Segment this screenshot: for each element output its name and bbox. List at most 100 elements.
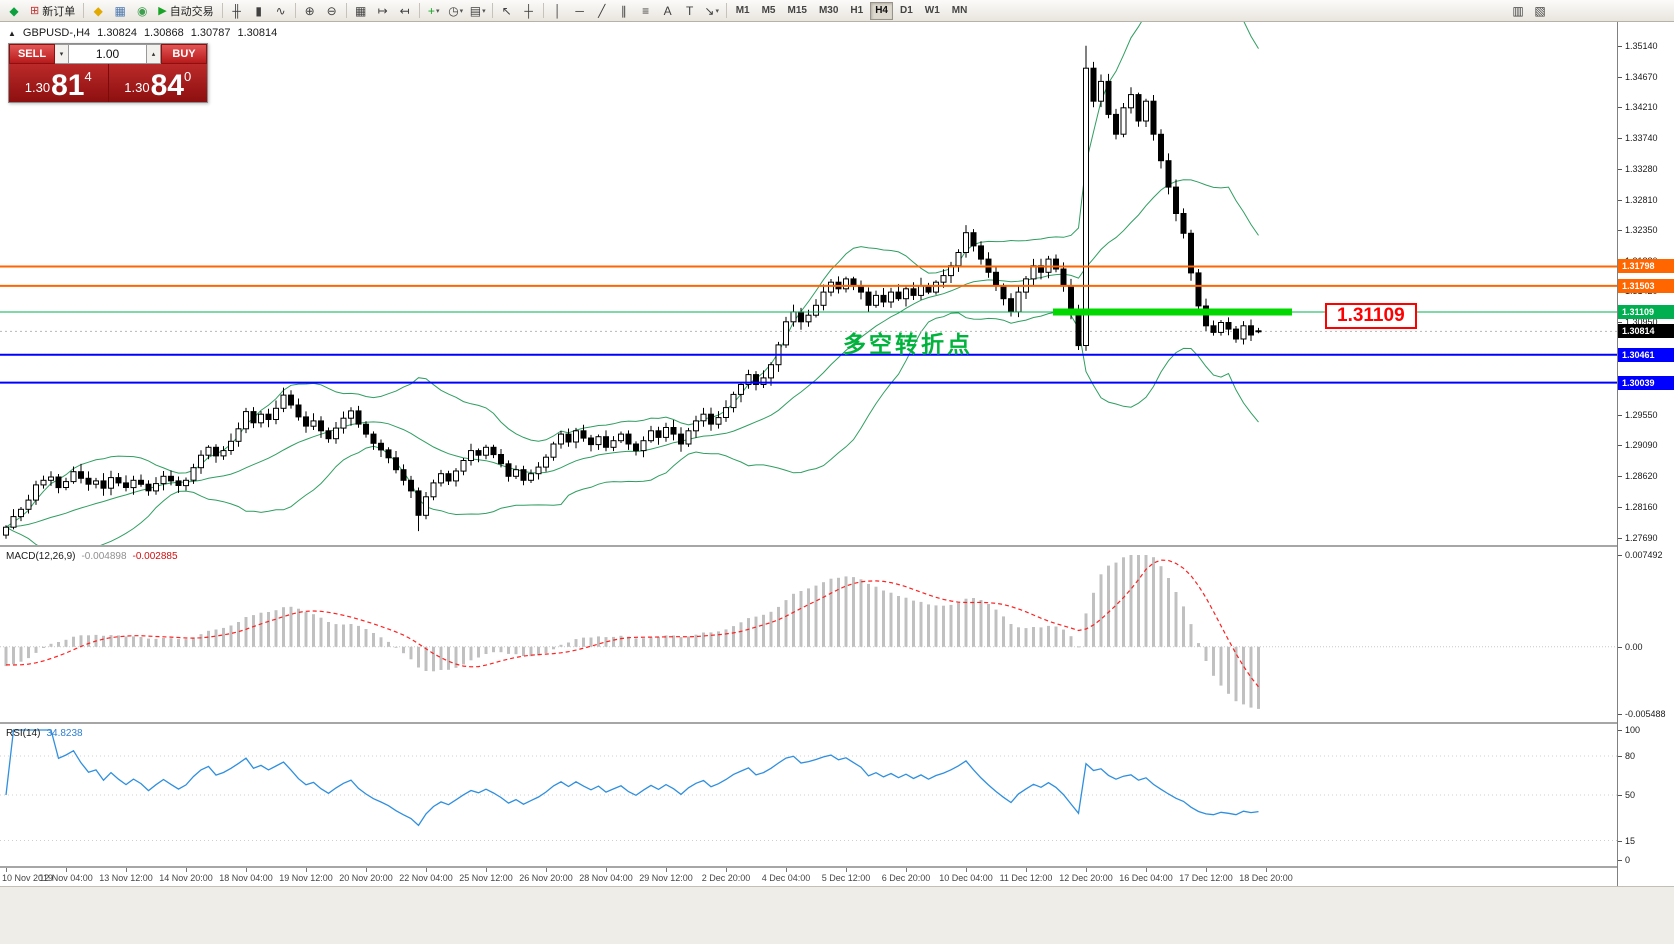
lot-size-input[interactable]: [69, 44, 147, 64]
autotrading-button[interactable]: ▶ 自动交易: [153, 2, 218, 20]
buy-price-big: 84: [150, 69, 184, 102]
periods-dropdown-caret[interactable]: ▾: [459, 7, 464, 15]
auto-scroll-icon[interactable]: ↦: [377, 3, 388, 18]
time-tick: [666, 868, 667, 872]
scale-tick: [1618, 200, 1622, 201]
lot-decrease-button[interactable]: ▾: [55, 44, 69, 64]
time-tick: [606, 868, 607, 872]
time-tick: [426, 868, 427, 872]
templates-icon[interactable]: ▤ ▾: [469, 3, 486, 18]
scale-tick: [1618, 445, 1622, 446]
trendline-tool-icon[interactable]: ╱: [598, 3, 606, 18]
crosshair-icon[interactable]: ┼: [524, 3, 533, 18]
buy-button[interactable]: BUY: [161, 44, 207, 64]
buy-price-display[interactable]: 1.30 84 0: [107, 64, 207, 102]
metaeditor-icon[interactable]: ◆: [93, 3, 103, 18]
time-tick: [246, 868, 247, 872]
timeframe-d1[interactable]: D1: [900, 4, 913, 16]
time-axis[interactable]: 10 Nov 2019 12 Nov 04:00 13 Nov 12:00 14 No…: [0, 868, 1617, 886]
time-tick: [1146, 868, 1147, 872]
toolbar-separator: [294, 3, 296, 18]
templates-dropdown-caret[interactable]: ▾: [482, 7, 486, 15]
rsi-indicator-chart[interactable]: [0, 724, 1617, 866]
equidistant-channel-tool-icon[interactable]: ∥: [620, 3, 627, 18]
scale-tick: [1618, 841, 1622, 842]
indicators-add-dropdown-caret[interactable]: ▾: [435, 7, 440, 15]
ohlc-readout: ▲ GBPUSD-,H4 1.30824 1.30868 1.30787 1.3…: [8, 27, 277, 39]
timeframe-mn[interactable]: MN: [951, 4, 968, 16]
line-chart-icon[interactable]: ∿: [275, 3, 286, 18]
scale-tick: [1618, 415, 1622, 416]
ohlc-bars-chart-icon[interactable]: ╫: [232, 3, 241, 18]
new-order-button[interactable]: ⊞ 新订单: [25, 2, 80, 20]
zoom-out-icon[interactable]: ⊖: [326, 3, 337, 18]
time-axis-label: 2 Dec 20:00: [701, 873, 751, 883]
price-level-badge-1.31503: 1.31503: [1618, 279, 1674, 293]
bollinger-middle-band[interactable]: [5, 179, 1259, 528]
arrow-objects-icon[interactable]: ↘ ▾: [704, 3, 719, 18]
timeframe-h1[interactable]: H1: [850, 4, 864, 16]
arrow-objects-dropdown-caret[interactable]: ▾: [715, 7, 719, 15]
price-axis-label: 1.29090: [1625, 440, 1658, 450]
support-level-callout[interactable]: 1.31109: [1325, 303, 1417, 329]
time-axis-label: 20 Nov 20:00: [339, 873, 393, 883]
text-tool-icon[interactable]: A: [663, 3, 672, 18]
time-axis-label: 10 Dec 04:00: [939, 873, 993, 883]
price-axis-label: 1.35140: [1625, 41, 1658, 51]
candlestick-chart-icon[interactable]: ▮: [255, 3, 262, 18]
time-tick: [546, 868, 547, 872]
timeframe-m5[interactable]: M5: [761, 4, 776, 16]
main-price-chart[interactable]: [0, 22, 1617, 545]
price-scale[interactable]: 1.35140 1.34670 1.34210 1.33740 1.33280 1.328…: [1617, 22, 1674, 886]
lot-increase-button[interactable]: ▴: [147, 44, 161, 64]
app-logo-icon[interactable]: ◆: [9, 3, 19, 18]
sell-button[interactable]: SELL: [9, 44, 55, 64]
scale-tick: [1618, 138, 1622, 139]
one-click-toggle-icon[interactable]: ▲: [8, 28, 16, 38]
support-highlight-bar[interactable]: [1053, 308, 1292, 316]
panel-separator[interactable]: [0, 722, 1674, 724]
time-tick: [366, 868, 367, 872]
chart-annotation-text[interactable]: 多空转折点: [843, 331, 973, 357]
horizontal-line-tool-icon[interactable]: ─: [575, 3, 584, 18]
price-level-badge-1.30814: 1.30814: [1618, 324, 1674, 338]
price-axis-label: 1.34210: [1625, 102, 1658, 112]
scale-tick: [1618, 647, 1622, 648]
timeframe-m30[interactable]: M30: [818, 4, 839, 16]
timeframe-h4[interactable]: H4: [870, 1, 893, 20]
buy-price-sup: 0: [183, 69, 192, 84]
zoom-in-icon[interactable]: ⊕: [304, 3, 315, 18]
vertical-line-tool-icon[interactable]: │: [553, 3, 562, 18]
time-tick: [1206, 868, 1207, 872]
data-window-icon[interactable]: ▥: [1512, 3, 1524, 18]
cursor-icon[interactable]: ↖: [501, 3, 512, 18]
timeframe-w1[interactable]: W1: [924, 4, 940, 16]
scale-tick: [1618, 756, 1622, 757]
macd-indicator-chart[interactable]: [0, 547, 1617, 722]
scale-tick: [1618, 555, 1622, 556]
toolbar-separator: [83, 3, 85, 18]
sell-price-display[interactable]: 1.30 81 4: [9, 64, 108, 102]
time-axis-label: 4 Dec 04:00: [761, 873, 811, 883]
terminal-window-icon[interactable]: ▦: [114, 3, 126, 18]
label-tool-icon[interactable]: T: [686, 3, 694, 18]
timeframe-m1[interactable]: M1: [735, 4, 750, 16]
price-axis-label: 1.32810: [1625, 195, 1658, 205]
tile-windows-icon[interactable]: ▦: [355, 3, 367, 18]
candles-group[interactable]: [3, 45, 1262, 539]
bollinger-lower-band[interactable]: [5, 310, 1259, 545]
periods-icon[interactable]: ◷ ▾: [448, 3, 464, 18]
time-tick: [786, 868, 787, 872]
panel-separator[interactable]: [0, 545, 1674, 547]
strategy-tester-icon[interactable]: ◉: [136, 3, 148, 18]
price-axis-label: 1.28620: [1625, 471, 1658, 481]
toolbar-separator: [345, 3, 347, 18]
scale-tick: [1618, 538, 1622, 539]
navigator-icon[interactable]: ▧: [1534, 3, 1546, 18]
fibonacci-tool-icon[interactable]: ≡: [642, 3, 650, 18]
indicators-add-icon[interactable]: + ▾: [427, 3, 440, 18]
timeframe-m15[interactable]: M15: [787, 4, 807, 16]
chart-shift-icon[interactable]: ↤: [399, 3, 410, 18]
